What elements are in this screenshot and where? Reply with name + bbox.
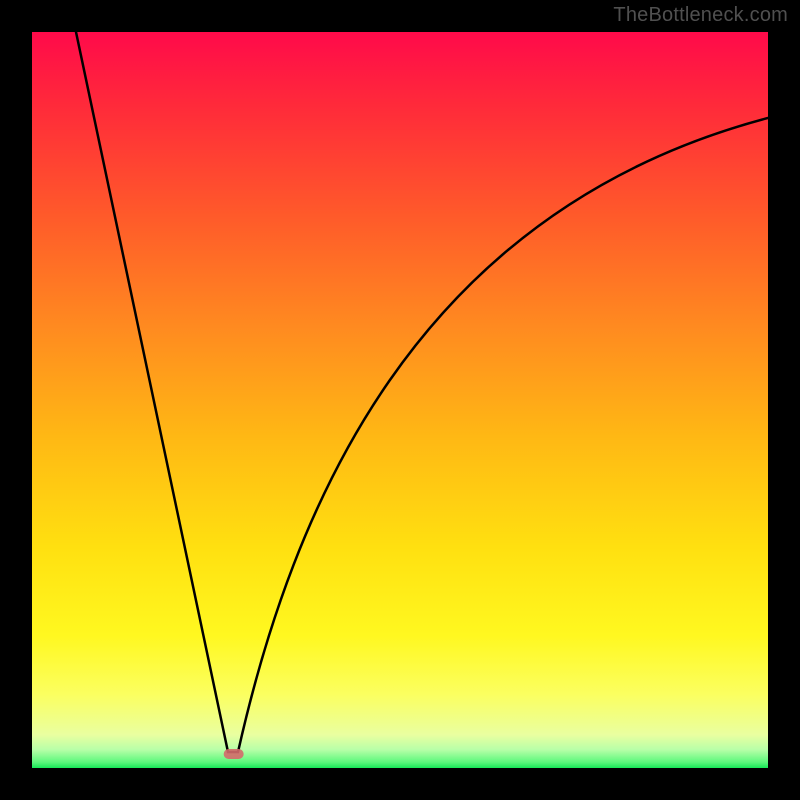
cusp-marker [224,749,244,759]
watermark-text: TheBottleneck.com [613,4,788,27]
plot-background [32,32,768,768]
bottleneck-chart [0,0,800,800]
chart-container: TheBottleneck.com [0,0,800,800]
